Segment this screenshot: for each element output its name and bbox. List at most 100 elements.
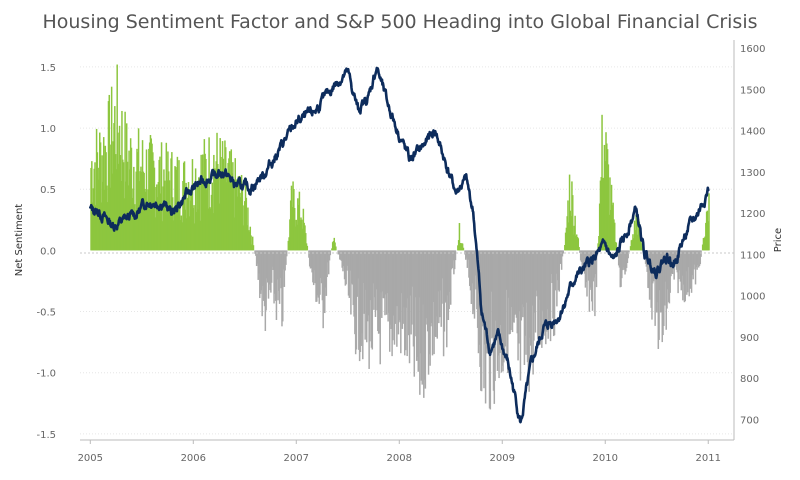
sentiment-bar bbox=[242, 225, 244, 251]
sentiment-bar bbox=[567, 200, 569, 251]
sentiment-bar bbox=[96, 152, 99, 251]
sentiment-bar bbox=[172, 220, 175, 251]
sentiment-bar bbox=[491, 250, 493, 339]
sentiment-bar bbox=[284, 250, 286, 271]
sentiment-bar bbox=[324, 250, 326, 314]
sentiment-bar bbox=[510, 250, 512, 330]
sentiment-bar bbox=[630, 240, 633, 251]
sentiment-bar bbox=[661, 250, 664, 343]
sentiment-bar bbox=[262, 250, 264, 286]
sentiment-bar bbox=[508, 250, 511, 335]
sentiment-bar bbox=[207, 208, 210, 251]
sentiment-bar bbox=[320, 250, 322, 278]
sentiment-bar bbox=[632, 234, 634, 251]
sentiment-bar bbox=[511, 250, 514, 333]
sentiment-bar bbox=[357, 250, 359, 279]
sentiment-bar bbox=[605, 132, 607, 251]
sentiment-bar bbox=[246, 225, 248, 251]
sentiment-bars bbox=[90, 64, 710, 410]
sentiment-bar bbox=[152, 152, 154, 251]
sentiment-bar bbox=[142, 171, 145, 251]
sentiment-bar bbox=[132, 188, 134, 251]
sentiment-bar bbox=[557, 250, 560, 291]
sentiment-bar bbox=[454, 250, 457, 261]
sentiment-bar bbox=[442, 250, 444, 279]
sentiment-bar bbox=[686, 250, 689, 293]
sentiment-bar bbox=[545, 250, 547, 345]
sentiment-bar bbox=[147, 189, 149, 251]
sentiment-bar bbox=[482, 250, 484, 323]
sentiment-bar bbox=[254, 250, 256, 254]
sentiment-bar bbox=[604, 161, 606, 251]
sentiment-bar bbox=[225, 182, 228, 251]
sentiment-bar bbox=[133, 166, 135, 251]
sentiment-bar bbox=[633, 220, 636, 251]
sentiment-bar bbox=[180, 215, 183, 251]
sentiment-bar bbox=[472, 250, 474, 315]
sentiment-bar bbox=[223, 176, 225, 251]
sentiment-bar bbox=[443, 250, 446, 332]
sentiment-bar bbox=[658, 250, 660, 340]
sentiment-bar bbox=[190, 194, 193, 251]
sentiment-bar bbox=[285, 250, 287, 265]
sentiment-bar bbox=[309, 250, 312, 269]
sentiment-bar bbox=[568, 222, 570, 251]
sentiment-bar bbox=[503, 250, 505, 363]
sentiment-bar bbox=[349, 250, 351, 271]
sentiment-bar bbox=[192, 207, 194, 251]
sentiment-bar bbox=[677, 250, 679, 294]
sentiment-bar bbox=[446, 250, 448, 348]
sentiment-bar bbox=[577, 238, 580, 251]
sentiment-bar bbox=[350, 250, 353, 284]
sentiment-bar bbox=[547, 250, 549, 339]
sentiment-bar bbox=[301, 219, 303, 251]
sentiment-bar bbox=[333, 237, 336, 251]
sentiment-bar bbox=[198, 181, 201, 251]
sentiment-bar bbox=[459, 242, 461, 251]
sentiment-bar bbox=[146, 202, 149, 251]
sentiment-bar bbox=[400, 250, 402, 354]
sentiment-bar bbox=[348, 250, 351, 298]
sentiment-bar bbox=[331, 248, 333, 251]
sentiment-bar bbox=[613, 222, 616, 251]
sentiment-bar bbox=[215, 161, 217, 251]
sentiment-bar bbox=[613, 219, 615, 251]
sentiment-bar bbox=[683, 250, 686, 303]
sentiment-bar bbox=[678, 250, 680, 280]
sentiment-bar bbox=[195, 212, 198, 251]
sentiment-bar bbox=[446, 250, 449, 296]
sentiment-bar bbox=[434, 250, 437, 337]
sentiment-bar bbox=[439, 250, 442, 291]
sentiment-bar bbox=[238, 175, 240, 251]
sentiment-bar bbox=[562, 250, 564, 254]
sentiment-bar bbox=[636, 234, 639, 251]
sentiment-bar bbox=[291, 206, 294, 251]
sentiment-bar bbox=[317, 250, 320, 298]
sentiment-bar bbox=[274, 250, 277, 301]
sentiment-bar bbox=[671, 250, 674, 274]
sentiment-bar bbox=[179, 220, 182, 251]
sentiment-bar bbox=[251, 236, 254, 251]
sentiment-bar bbox=[358, 250, 361, 362]
sentiment-bar bbox=[102, 137, 105, 251]
sentiment-bar bbox=[380, 250, 382, 293]
sentiment-bar bbox=[339, 250, 341, 260]
sentiment-bar bbox=[312, 250, 315, 286]
sentiment-bar bbox=[244, 177, 247, 251]
sentiment-bar bbox=[640, 243, 643, 251]
sentiment-bar bbox=[110, 86, 113, 251]
sentiment-bar bbox=[436, 250, 439, 339]
sentiment-bar bbox=[356, 250, 358, 297]
sentiment-bar bbox=[481, 250, 484, 327]
sentiment-bar bbox=[442, 250, 445, 357]
sentiment-bar bbox=[318, 250, 320, 304]
sentiment-bar bbox=[190, 200, 192, 251]
sentiment-bar bbox=[422, 250, 424, 305]
sentiment-bar bbox=[507, 250, 509, 374]
sentiment-bar bbox=[186, 218, 188, 251]
sentiment-bar bbox=[130, 147, 133, 251]
sentiment-bar bbox=[400, 250, 403, 294]
sentiment-bar bbox=[114, 106, 116, 251]
sentiment-bar bbox=[206, 180, 209, 251]
sentiment-bar bbox=[582, 250, 584, 265]
